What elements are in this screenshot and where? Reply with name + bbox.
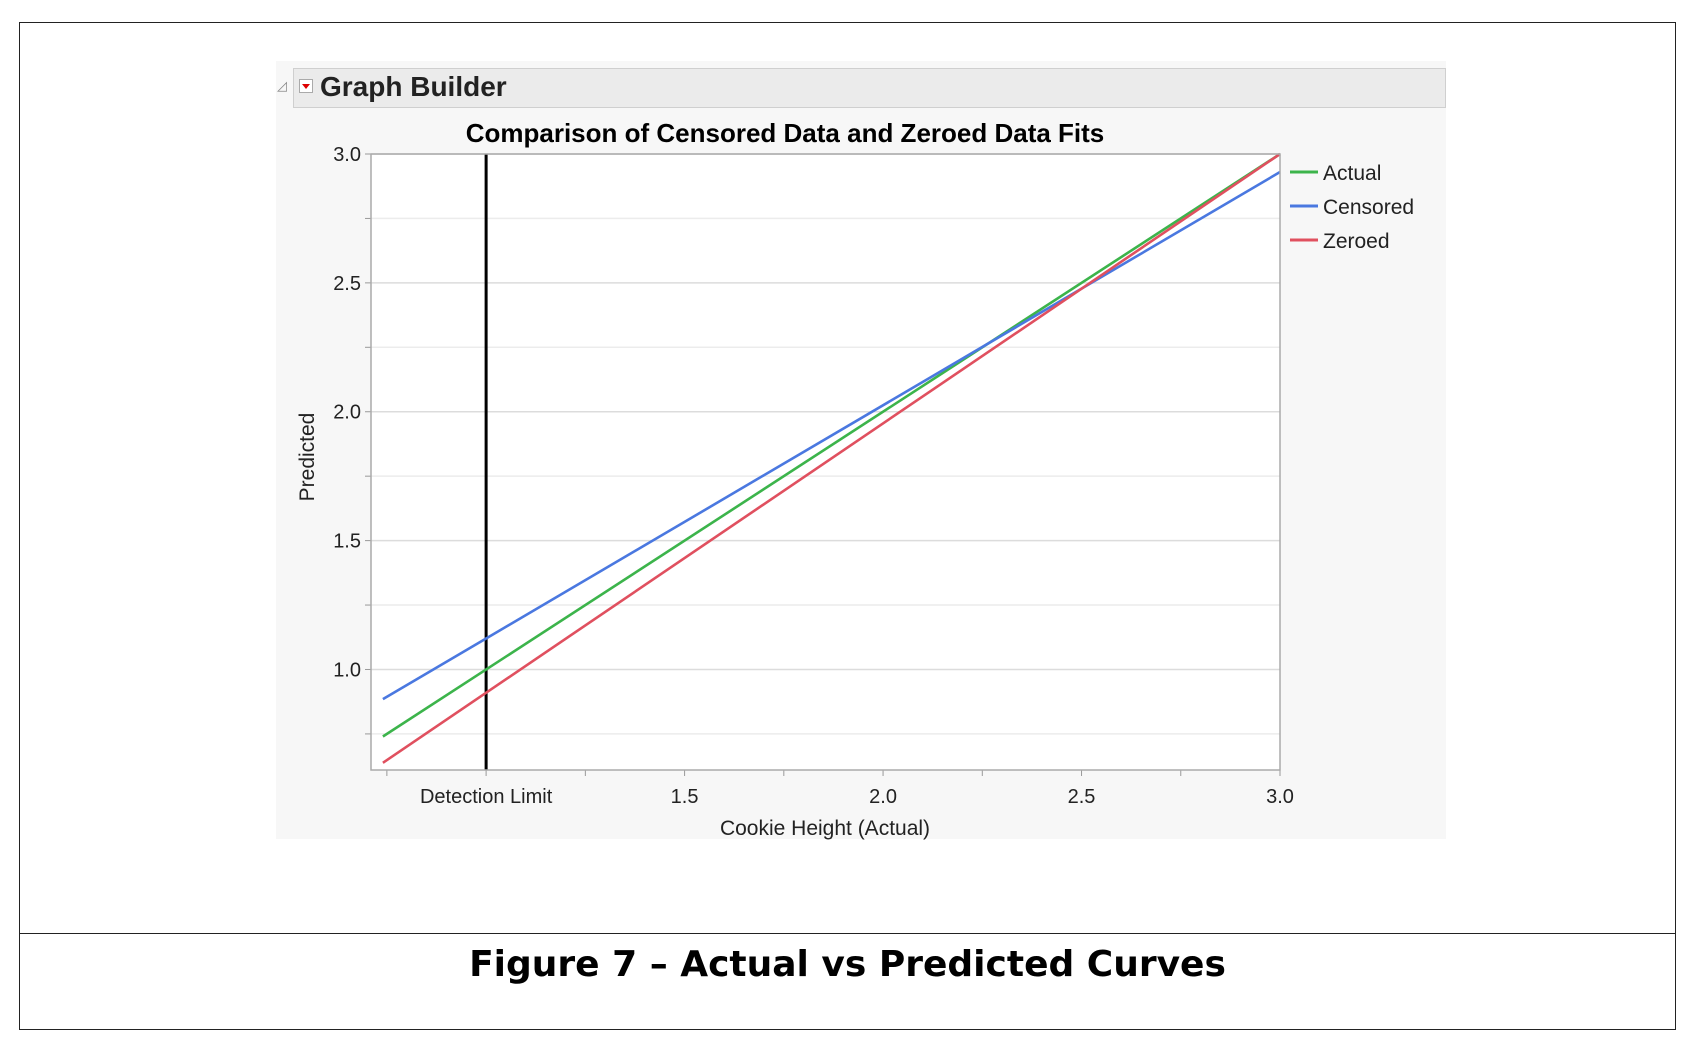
y-axis-label: Predicted: [296, 413, 319, 502]
series-line-actual: [382, 152, 1281, 738]
x-tick-label: 2.0: [869, 786, 897, 808]
x-tick-label: 1.5: [671, 786, 699, 808]
legend-label-actual: Actual: [1323, 162, 1381, 185]
disclosure-triangle-icon[interactable]: ◿: [277, 79, 287, 94]
y-tick-label: 2.5: [333, 273, 361, 295]
series-line-censored: [382, 170, 1281, 701]
plot-border: [370, 153, 1281, 771]
y-tick-label: 2.0: [333, 402, 361, 424]
x-axis-label: Cookie Height (Actual): [720, 817, 930, 840]
figure-caption: Figure 7 – Actual vs Predicted Curves: [469, 944, 1226, 985]
y-tick-label: 3.0: [333, 144, 361, 166]
caption-divider: [19, 933, 1676, 934]
y-tick-label: 1.5: [333, 531, 361, 553]
panel-title: Graph Builder: [320, 71, 507, 102]
series-line-zeroed: [382, 152, 1281, 764]
figure-frame: [19, 22, 1676, 1030]
graph-builder-header[interactable]: ◿ Graph Builder: [277, 68, 1446, 108]
y-tick-label: 1.0: [333, 659, 361, 681]
x-tick-label: Detection Limit: [420, 786, 553, 808]
x-tick-label: 2.5: [1068, 786, 1096, 808]
legend-label-zeroed: Zeroed: [1323, 230, 1390, 253]
x-tick-label: 3.0: [1266, 786, 1294, 808]
red-triangle-menu-icon[interactable]: [299, 79, 313, 93]
chart-title: Comparison of Censored Data and Zeroed D…: [466, 118, 1105, 148]
legend-label-censored: Censored: [1323, 196, 1414, 219]
